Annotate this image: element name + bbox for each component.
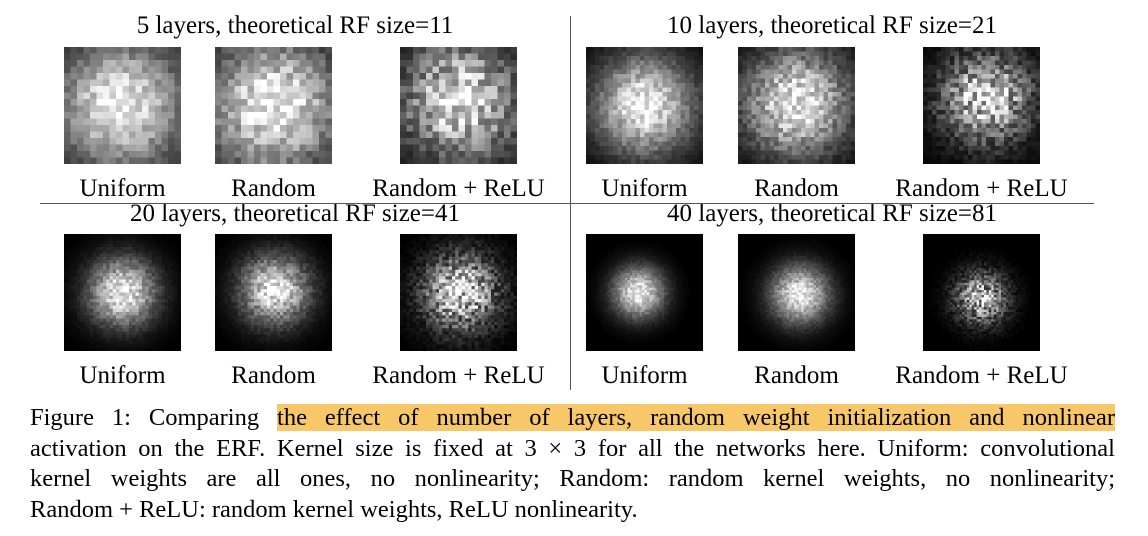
- erf-image: [738, 47, 855, 164]
- panel-title: 40 layers, theoretical RF size=81: [667, 200, 997, 227]
- erf-label: Random: [231, 175, 316, 202]
- erf-image: [64, 47, 181, 164]
- erf-image: [400, 47, 517, 164]
- caption-line-2: activation on the ERF. Kernel size is fi…: [30, 434, 1115, 462]
- caption-line-4: Random + ReLU: random kernel weights, Re…: [30, 495, 638, 523]
- erf-label: Random + ReLU: [372, 175, 545, 202]
- caption-line-3: kernel weights are all ones, no nonlinea…: [30, 465, 1115, 492]
- erf-label: Random + ReLU: [895, 362, 1068, 389]
- erf-label: Uniform: [79, 362, 166, 389]
- erf-label: Uniform: [601, 175, 688, 202]
- erf-label: Random: [231, 362, 316, 389]
- erf-image: [586, 234, 703, 351]
- erf-label: Random + ReLU: [895, 175, 1068, 202]
- erf-image: [400, 234, 517, 351]
- caption-label: Figure 1:: [30, 404, 131, 431]
- panel-title: 20 layers, theoretical RF size=41: [130, 200, 460, 227]
- panel-title: 10 layers, theoretical RF size=21: [667, 12, 997, 39]
- panel-40-layers: 40 layers, theoretical RF size=81 Unifor…: [572, 200, 1092, 390]
- erf-label: Random: [754, 175, 839, 202]
- panel-5-layers: 5 layers, theoretical RF size=11 Uniform…: [20, 12, 570, 202]
- erf-label: Uniform: [79, 175, 166, 202]
- figure: 5 layers, theoretical RF size=11 Uniform…: [20, 12, 1094, 390]
- erf-image: [923, 47, 1040, 164]
- erf-image: [215, 234, 332, 351]
- erf-label: Random: [754, 362, 839, 389]
- erf-image: [738, 234, 855, 351]
- erf-image: [64, 234, 181, 351]
- caption-line-1: Figure 1: Comparing the effect of number…: [30, 403, 1116, 434]
- caption-highlight: the effect of number of layers, random w…: [277, 404, 1116, 431]
- erf-image: [923, 234, 1040, 351]
- panel-10-layers: 10 layers, theoretical RF size=21 Unifor…: [572, 12, 1092, 202]
- erf-image: [586, 47, 703, 164]
- erf-image: [215, 47, 332, 164]
- erf-label: Uniform: [601, 362, 688, 389]
- panel-20-layers: 20 layers, theoretical RF size=41 Unifor…: [20, 200, 570, 390]
- panel-title: 5 layers, theoretical RF size=11: [136, 12, 454, 39]
- figure-caption: Figure 1: Comparing the effect of number…: [30, 403, 1116, 525]
- caption-lead: Comparing: [148, 404, 260, 431]
- horizontal-divider: [40, 203, 1094, 204]
- erf-label: Random + ReLU: [372, 362, 545, 389]
